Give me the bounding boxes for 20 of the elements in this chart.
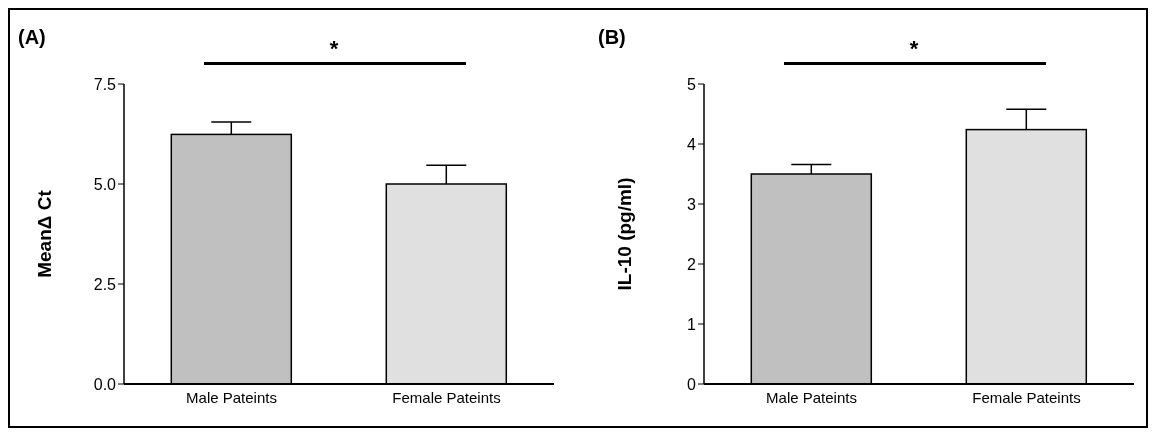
y-axis-title: IL-10 (pg/ml) (613, 177, 635, 291)
x-tick-label: Male Pateints (766, 388, 857, 406)
y-tick-label: 5 (687, 75, 697, 93)
y-tick-label: 1 (687, 315, 697, 333)
text: * (328, 36, 340, 62)
y-tick-label: 0.0 (93, 375, 117, 393)
chart-title: (B) (598, 26, 626, 49)
y-tick-label: 7.5 (93, 75, 117, 93)
x-tick-label: Female Pateints (972, 388, 1081, 406)
y-axis-title: MeanΔ Ct (33, 189, 55, 278)
y-tick-label: 3 (687, 195, 697, 213)
x-tick-label: Female Pateints (392, 388, 501, 406)
y-tick-label: 0 (687, 375, 697, 393)
text: * (908, 36, 920, 62)
y-tick-label: 2 (687, 255, 697, 273)
y-tick-label: 5.0 (93, 175, 117, 193)
y-tick-label: 2.5 (93, 275, 117, 293)
y-tick-label: 4 (687, 135, 697, 153)
x-tick-label: Male Pateints (186, 388, 277, 406)
chart-title: (A) (18, 26, 46, 49)
